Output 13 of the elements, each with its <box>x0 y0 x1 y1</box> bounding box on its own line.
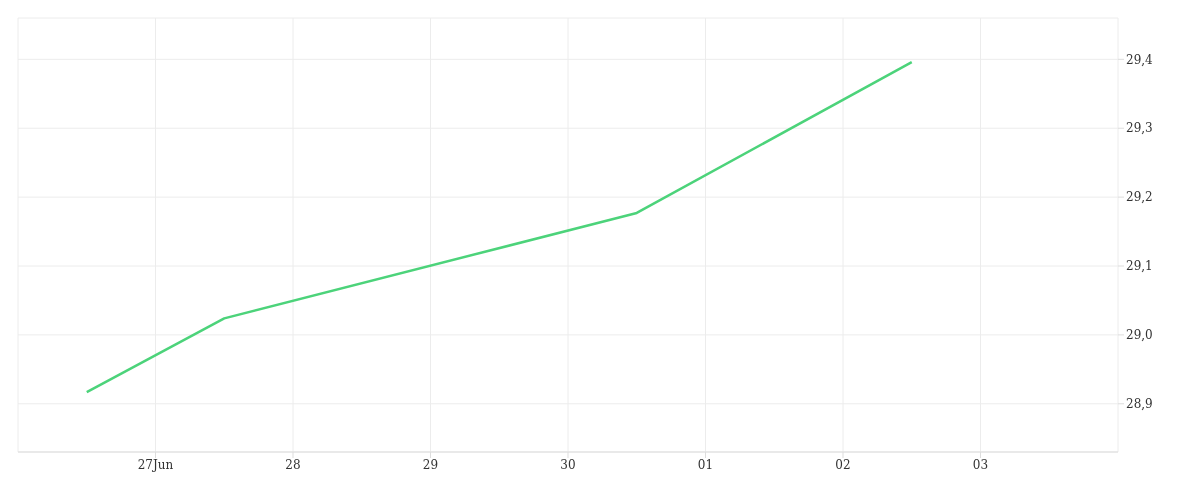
x-tick-label: 29 <box>422 457 439 472</box>
x-tick-label: 28 <box>285 457 301 472</box>
y-tick-label: 29,1 <box>1126 259 1153 274</box>
x-tick-label: 03 <box>972 457 989 472</box>
y-tick-label: 29,3 <box>1126 121 1153 136</box>
x-tick-label: 30 <box>560 457 576 472</box>
y-tick-label: 28,9 <box>1126 397 1153 412</box>
x-tick-label: 27Jun <box>137 457 174 472</box>
y-tick-label: 29,0 <box>1126 328 1153 343</box>
x-tick-label: 01 <box>697 457 714 472</box>
y-tick-label: 29,2 <box>1126 190 1153 205</box>
y-tick-label: 29,4 <box>1126 52 1154 67</box>
x-tick-label: 02 <box>835 457 851 472</box>
